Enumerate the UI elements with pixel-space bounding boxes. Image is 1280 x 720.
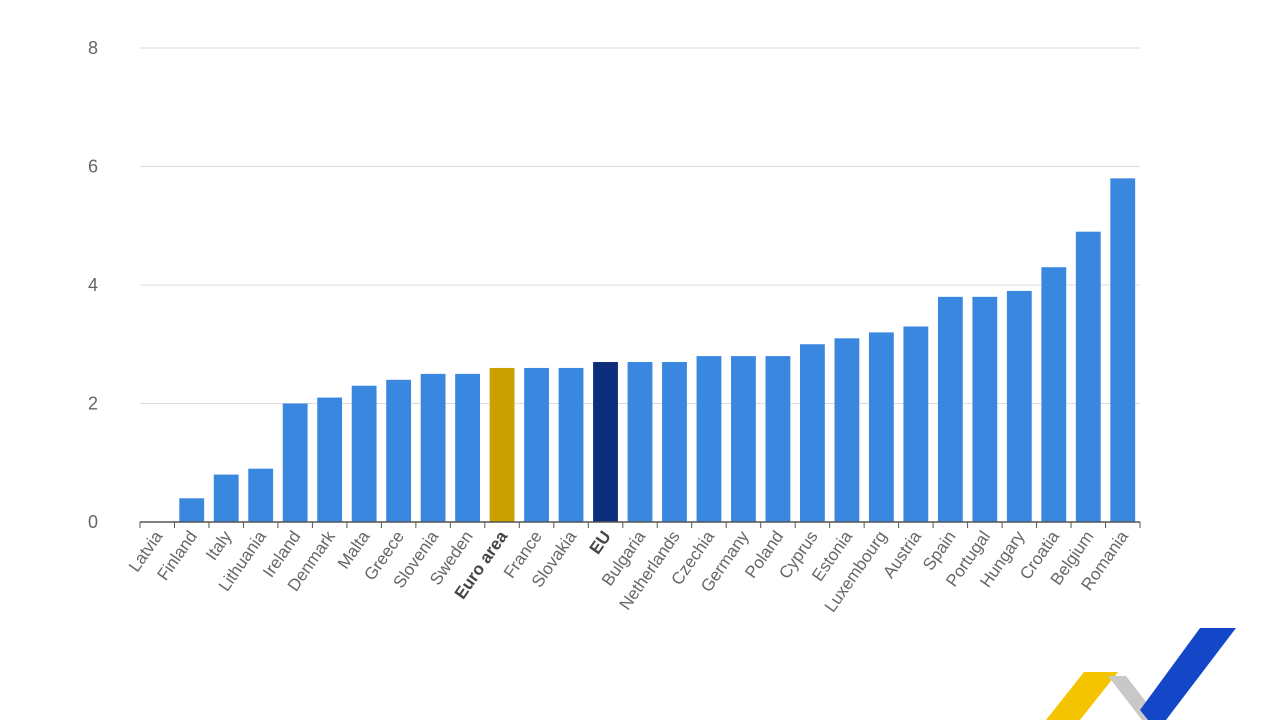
logo-blue-stroke: [1140, 628, 1236, 720]
bar-romania: [1110, 178, 1136, 522]
bar-estonia: [834, 338, 860, 522]
bar-spain: [937, 296, 963, 522]
bar-croatia: [1041, 267, 1067, 522]
x-tick-label: EU: [586, 527, 615, 557]
bar-france: [524, 367, 549, 522]
y-tick-label: 8: [88, 38, 98, 58]
brand-logo: [1046, 628, 1236, 720]
y-axis-tick-labels: 0 2 4 6 8: [88, 38, 98, 532]
bar-lithuania: [248, 468, 274, 522]
y-tick-label: 2: [88, 394, 98, 414]
bar-denmark: [317, 397, 343, 522]
bar-netherlands: [662, 362, 687, 522]
bar-poland: [765, 356, 791, 522]
bar-greece: [386, 379, 412, 522]
bars: [179, 178, 1136, 523]
bar-euro-area: [489, 367, 515, 522]
y-tick-label: 4: [88, 275, 98, 295]
y-tick-label: 0: [88, 512, 98, 532]
x-tick-label: Italy: [202, 527, 236, 564]
bar-eu: [593, 362, 618, 522]
bar-austria: [903, 326, 929, 522]
bar-czechia: [696, 356, 722, 522]
bar-slovakia: [558, 367, 584, 522]
bar-slovenia: [420, 373, 446, 522]
bar-belgium: [1075, 231, 1101, 523]
bar-bulgaria: [627, 362, 653, 522]
bar-italy: [213, 474, 239, 522]
y-tick-label: 6: [88, 157, 98, 177]
bar-germany: [731, 356, 756, 522]
bar-sweden: [455, 373, 480, 522]
bar-luxembourg: [868, 332, 894, 522]
logo-yellow-stroke: [1046, 672, 1118, 720]
x-axis: [139, 521, 1141, 528]
bar-portugal: [972, 296, 998, 522]
bar-ireland: [282, 403, 308, 522]
bar-finland: [179, 498, 205, 522]
bar-hungary: [1006, 290, 1032, 522]
bar-cyprus: [800, 344, 825, 522]
bar-malta: [351, 385, 377, 522]
